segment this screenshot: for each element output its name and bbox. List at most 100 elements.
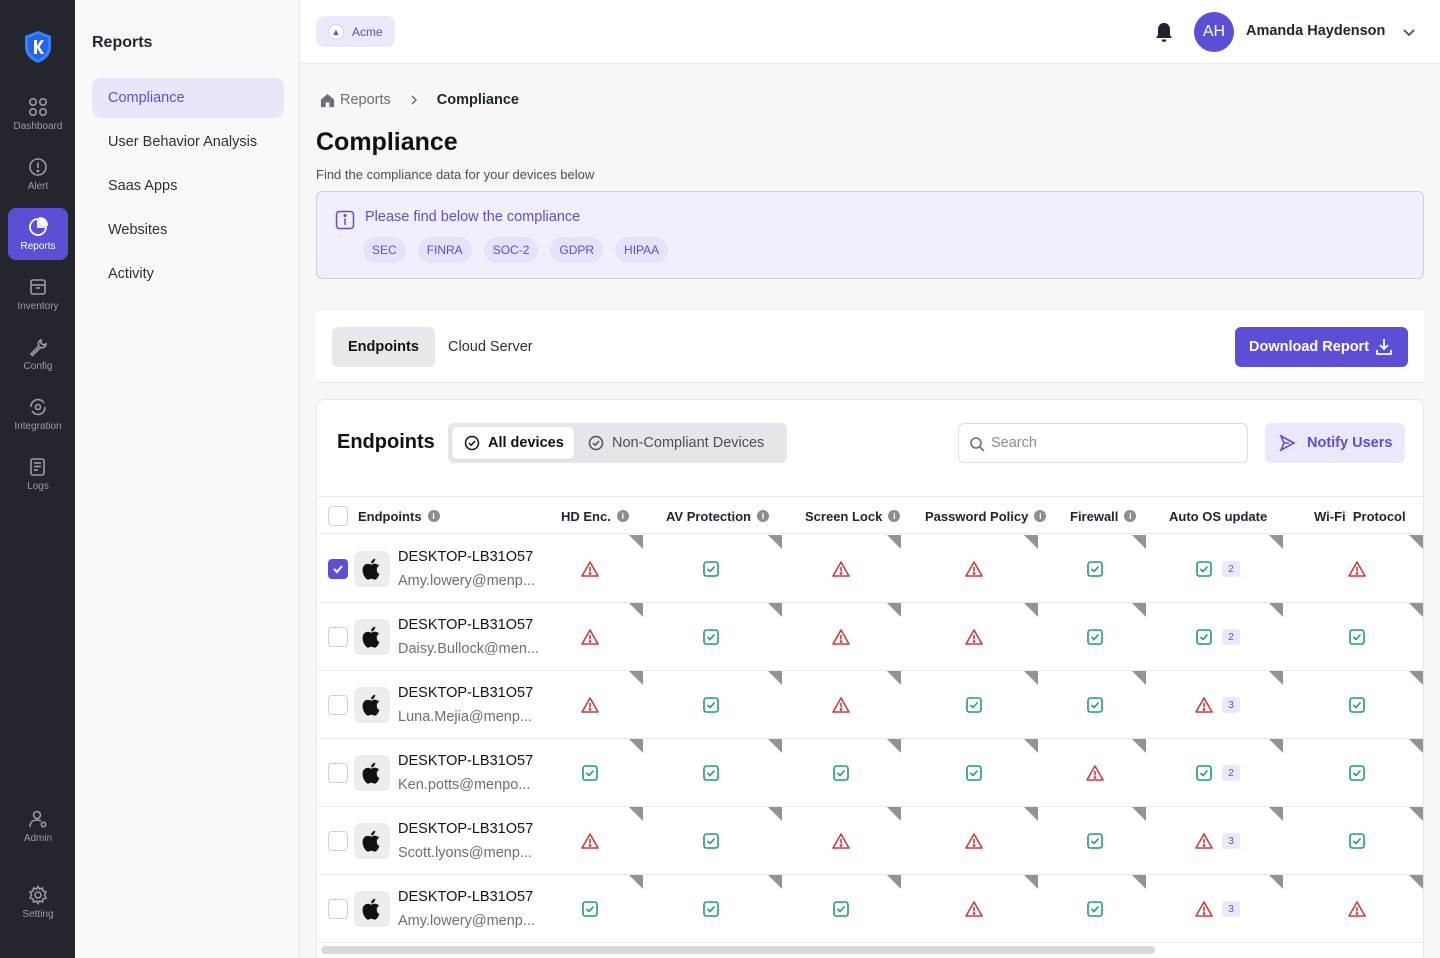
status-cell-wifi[interactable] — [1283, 807, 1423, 875]
info-icon[interactable]: i — [757, 510, 769, 522]
column-header-password-policy[interactable]: Password Policy i — [925, 497, 1047, 535]
info-icon[interactable]: i — [1124, 510, 1137, 522]
status-cell-hd[interactable] — [546, 739, 643, 807]
status-cell-av[interactable] — [643, 807, 782, 875]
status-cell-pwd[interactable] — [901, 671, 1038, 739]
status-cell-wifi[interactable] — [1283, 535, 1423, 603]
select-all-checkbox[interactable] — [328, 506, 348, 526]
table-row[interactable]: DESKTOP-LB31O57 Luna.Mejia@menp... 3 — [317, 671, 1423, 739]
device-name[interactable]: DESKTOP-LB31O57 — [398, 617, 534, 633]
row-checkbox[interactable] — [328, 763, 348, 783]
rail-item-alert[interactable]: Alert — [8, 148, 68, 200]
brand-logo-icon[interactable] — [22, 30, 54, 64]
status-cell-os[interactable]: 3 — [1146, 671, 1283, 739]
table-row[interactable]: DESKTOP-LB31O57 Daisy.Bullock@men... 2 — [317, 603, 1423, 671]
tab-cloud-server[interactable]: Cloud Server — [448, 339, 533, 355]
org-switcher[interactable]: ▲ Acme — [316, 16, 395, 47]
status-cell-lock[interactable] — [782, 875, 901, 943]
status-cell-fw[interactable] — [1038, 807, 1146, 875]
status-cell-pwd[interactable] — [901, 535, 1038, 603]
search-input[interactable] — [991, 433, 1231, 453]
breadcrumb-root[interactable]: Reports — [340, 92, 391, 108]
column-header-hd-enc[interactable]: HD Enc. i — [561, 497, 629, 535]
status-cell-os[interactable]: 3 — [1146, 875, 1283, 943]
sidebar-item-saas-apps[interactable]: Saas Apps — [108, 178, 178, 194]
row-checkbox[interactable] — [328, 559, 348, 579]
status-cell-pwd[interactable] — [901, 807, 1038, 875]
info-icon[interactable]: i — [616, 510, 629, 522]
rail-item-integration[interactable]: Integration — [8, 388, 68, 440]
status-cell-hd[interactable] — [546, 807, 643, 875]
device-name[interactable]: DESKTOP-LB31O57 — [398, 889, 534, 905]
rail-item-logs[interactable]: Logs — [8, 448, 68, 500]
status-cell-lock[interactable] — [782, 807, 901, 875]
status-cell-os[interactable]: 3 — [1146, 807, 1283, 875]
notify-users-button[interactable]: Notify Users — [1265, 423, 1405, 463]
chevron-down-icon[interactable] — [1401, 24, 1417, 40]
status-cell-pwd[interactable] — [901, 603, 1038, 671]
table-row[interactable]: DESKTOP-LB31O57 Scott.lyons@menp... 3 — [317, 807, 1423, 875]
status-cell-os[interactable]: 2 — [1146, 603, 1283, 671]
status-cell-lock[interactable] — [782, 671, 901, 739]
status-cell-wifi[interactable] — [1283, 875, 1423, 943]
download-report-button[interactable]: Download Report — [1235, 327, 1408, 367]
status-cell-hd[interactable] — [546, 875, 643, 943]
rail-item-admin[interactable]: Admin — [8, 800, 68, 852]
column-header-firewall[interactable]: Firewall i — [1070, 497, 1137, 535]
status-cell-pwd[interactable] — [901, 875, 1038, 943]
status-cell-wifi[interactable] — [1283, 671, 1423, 739]
status-cell-hd[interactable] — [546, 603, 643, 671]
sidebar-item-activity[interactable]: Activity — [108, 266, 154, 282]
rail-item-config[interactable]: Config — [8, 328, 68, 380]
rail-item-dashboard[interactable]: Dashboard — [8, 88, 68, 140]
info-icon[interactable]: i — [1034, 510, 1047, 522]
status-cell-fw[interactable] — [1038, 603, 1146, 671]
status-cell-fw[interactable] — [1038, 671, 1146, 739]
horizontal-scrollbar[interactable] — [321, 946, 1155, 954]
status-cell-av[interactable] — [643, 535, 782, 603]
row-checkbox[interactable] — [328, 831, 348, 851]
notification-bell-icon[interactable] — [1153, 21, 1175, 43]
status-cell-lock[interactable] — [782, 535, 901, 603]
column-header-auto-os-update[interactable]: Auto OS update — [1169, 497, 1267, 535]
sidebar-item-websites[interactable]: Websites — [108, 222, 168, 238]
status-cell-av[interactable] — [643, 875, 782, 943]
status-cell-lock[interactable] — [782, 603, 901, 671]
sidebar-item-user-behavior-analysis[interactable]: User Behavior Analysis — [108, 134, 258, 150]
status-cell-av[interactable] — [643, 603, 782, 671]
status-cell-wifi[interactable] — [1283, 739, 1423, 807]
filter-all-devices[interactable]: All devices — [452, 427, 574, 459]
tab-endpoints[interactable]: Endpoints — [332, 327, 435, 367]
column-header-av-protection[interactable]: AV Protection i — [666, 497, 769, 535]
avatar[interactable]: AH — [1194, 12, 1234, 52]
status-cell-pwd[interactable] — [901, 739, 1038, 807]
rail-item-setting[interactable]: Setting — [8, 876, 68, 928]
info-icon[interactable]: i — [427, 510, 440, 522]
column-header-endpoints[interactable]: Endpoints i — [358, 497, 440, 535]
status-cell-av[interactable] — [643, 671, 782, 739]
status-cell-fw[interactable] — [1038, 875, 1146, 943]
filter-non-compliant[interactable]: Non-Compliant Devices — [576, 427, 783, 459]
status-cell-av[interactable] — [643, 739, 782, 807]
sidebar-item-compliance[interactable]: Compliance — [92, 78, 284, 118]
status-cell-lock[interactable] — [782, 739, 901, 807]
device-name[interactable]: DESKTOP-LB31O57 — [398, 685, 534, 701]
status-cell-wifi[interactable] — [1283, 603, 1423, 671]
device-name[interactable]: DESKTOP-LB31O57 — [398, 753, 534, 769]
status-cell-fw[interactable] — [1038, 739, 1146, 807]
status-cell-hd[interactable] — [546, 671, 643, 739]
rail-item-inventory[interactable]: Inventory — [8, 268, 68, 320]
table-row[interactable]: DESKTOP-LB31O57 Amy.lowery@menp... 3 — [317, 875, 1423, 943]
device-name[interactable]: DESKTOP-LB31O57 — [398, 821, 534, 837]
table-row[interactable]: DESKTOP-LB31O57 Ken.potts@menpo... 2 — [317, 739, 1423, 807]
table-row[interactable]: DESKTOP-LB31O57 Amy.lowery@menp... 2 — [317, 535, 1423, 603]
status-cell-os[interactable]: 2 — [1146, 535, 1283, 603]
row-checkbox[interactable] — [328, 695, 348, 715]
column-header-wifi-protocol[interactable]: Wi-Fi Protocol — [1314, 497, 1406, 535]
row-checkbox[interactable] — [328, 899, 348, 919]
user-name[interactable]: Amanda Haydenson — [1246, 23, 1386, 39]
status-cell-hd[interactable] — [546, 535, 643, 603]
status-cell-fw[interactable] — [1038, 535, 1146, 603]
rail-item-reports[interactable]: Reports — [8, 208, 68, 260]
status-cell-os[interactable]: 2 — [1146, 739, 1283, 807]
